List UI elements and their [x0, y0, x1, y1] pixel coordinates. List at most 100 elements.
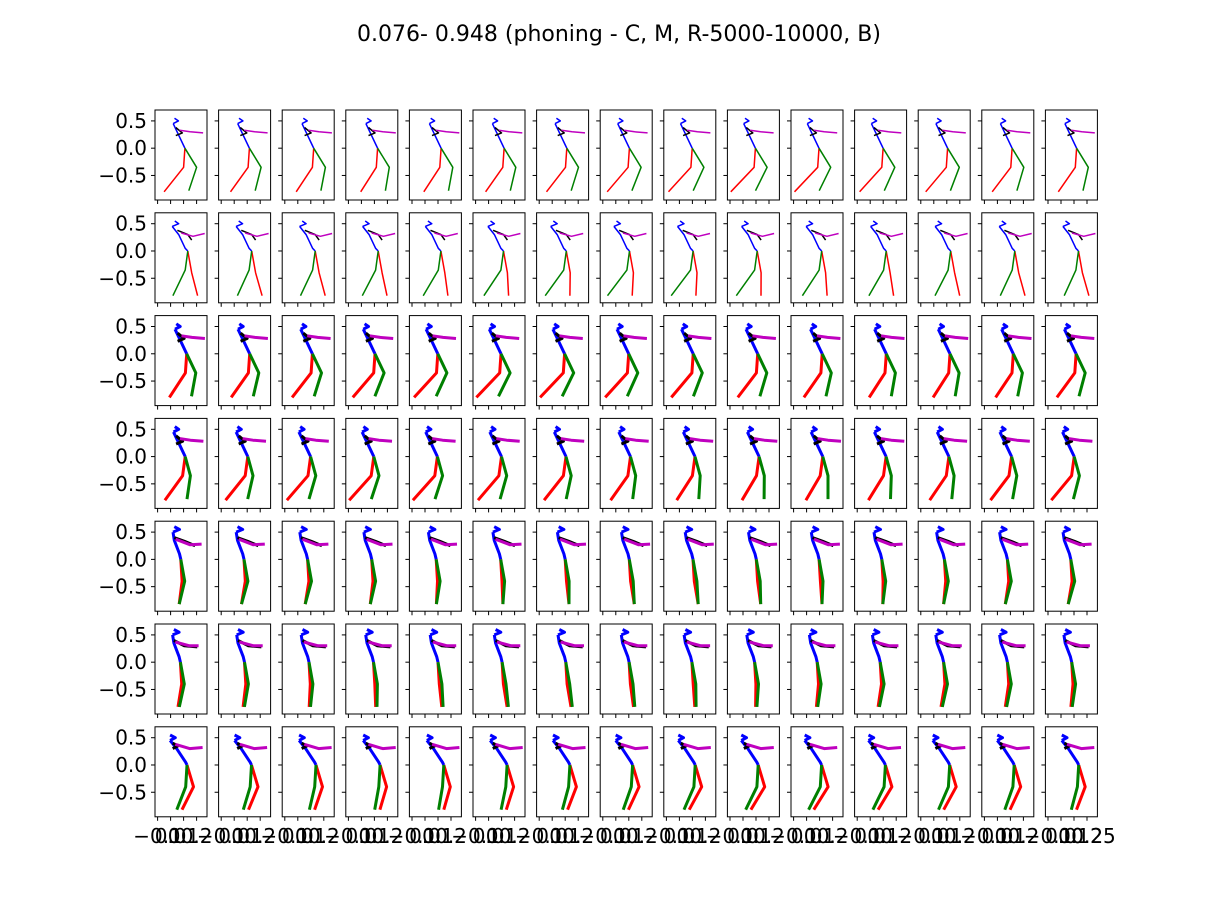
pose-torso-line [681, 431, 697, 458]
x-tick-label: −0.1 [324, 824, 373, 848]
subplot-r0-c3 [341, 109, 399, 204]
subplot-frame [663, 315, 717, 407]
pose-head-line [998, 220, 1007, 228]
pose-leg-left-line [247, 764, 260, 811]
pose-torso-line [809, 431, 825, 458]
pose-leg-right-line [884, 456, 893, 500]
pose-arm-right-line [369, 334, 394, 340]
subplot-r6-c6 [532, 726, 590, 821]
y-tick-label: −0.5 [98, 369, 147, 393]
pose-arm-right-line [1068, 437, 1093, 443]
subplot-frame [726, 109, 780, 201]
x-tick-label: 0.0 [727, 824, 759, 848]
x-tick-label: 0.1 [676, 824, 708, 848]
pose-arm-right-line [244, 129, 268, 134]
subplot-r1-c6 [532, 212, 590, 307]
subplot-r3-c2 [278, 417, 335, 513]
pose-arm-left-line [363, 434, 373, 446]
subplot-frame [345, 623, 399, 715]
pose-leg-left-line [360, 148, 379, 193]
pose-arm-right-line [624, 129, 648, 134]
pose-head-line [677, 733, 685, 742]
pose-arm-left-line [302, 331, 312, 343]
pose-arm-right-line [750, 232, 775, 238]
pose-leg-right-line [801, 250, 823, 297]
y-tick-label: −0.5 [98, 575, 147, 599]
pose-leg-left-line [812, 764, 830, 811]
pose-head-line [301, 117, 308, 125]
pose-head-line [996, 733, 1004, 742]
pose-arm-left-line [939, 331, 949, 343]
subplot-frame [854, 212, 908, 304]
pose-arm-right-line [937, 742, 966, 751]
pose-leg-right-line [691, 353, 704, 397]
subplot-frame [281, 726, 335, 818]
pose-torso-line [488, 431, 503, 458]
pose-torso-line [234, 531, 246, 560]
subplot-r2-c1 [214, 315, 272, 410]
pose-leg-right-line [999, 250, 1016, 297]
subplot-r0-c4 [405, 109, 462, 204]
pose-leg-right-line [940, 661, 949, 708]
pose-arm-left-line [491, 434, 501, 446]
pose-leg-right-line [184, 147, 198, 191]
pose-arm-left-line [554, 331, 564, 343]
subplot-r3-c0 [151, 417, 208, 513]
pose-torso-line [171, 225, 189, 252]
pose-arm-left-line [683, 331, 693, 343]
pose-arm-right-line [301, 537, 329, 547]
pose-arm-right-line [244, 232, 269, 238]
pose-torso-line [1061, 431, 1076, 458]
pose-arm-left-line [431, 126, 440, 137]
subplot-r1-c11 [850, 212, 908, 307]
pose-head-line [300, 628, 310, 637]
pose-arm-right-line [873, 742, 902, 751]
subplot-frame [472, 623, 526, 715]
pose-leg-right-line [753, 661, 760, 708]
subplot-r6-c14 [1041, 726, 1098, 821]
pose-leg-left-line [285, 456, 313, 502]
subplot-r5-c8 [659, 623, 717, 718]
pose-leg-right-line [691, 559, 700, 605]
subplot-r5-c12 [914, 623, 971, 718]
y-tick-label: −0.5 [98, 780, 147, 804]
pose-leg-left-line [163, 456, 187, 502]
pose-leg-right-line [563, 559, 571, 605]
subplot-r4-c1 [214, 520, 272, 616]
pose-torso-line [999, 123, 1013, 149]
pose-torso-line [491, 123, 505, 149]
pose-head-line [810, 525, 820, 534]
pose-arm-right-line [367, 640, 392, 648]
y-tick-label: −0.5 [98, 163, 147, 187]
pose-arm-right-line [305, 437, 329, 443]
pose-arm-right-line [689, 437, 714, 443]
pose-leg-right-line [422, 250, 442, 297]
pose-arm-left-line [175, 434, 185, 446]
pose-arm-right-line [175, 537, 202, 547]
pose-head-line [677, 220, 685, 228]
pose-leg-left-line [942, 764, 958, 811]
pose-head-line [172, 425, 181, 434]
pose-arm-left-line [809, 126, 818, 137]
subplot-r2-c3 [341, 315, 399, 410]
y-tick-label: 0.0 [115, 445, 147, 469]
subplot-r4-c2 [278, 520, 335, 616]
pose-leg-left-line [925, 148, 949, 193]
pose-arm-right-line [938, 640, 962, 648]
pose-arm-left-line [812, 434, 822, 446]
pose-arm-right-line [683, 742, 711, 751]
pose-leg-right-line [183, 456, 192, 500]
pose-head-line [425, 322, 433, 331]
subplot-r4-c6 [532, 520, 590, 616]
pose-leg-left-line [1055, 353, 1078, 399]
x-tick-label: −0.1 [769, 824, 818, 848]
pose-leg-left-line [675, 456, 697, 502]
subplot-frame [917, 726, 971, 818]
x-tick-label: 0.1 [1058, 824, 1090, 848]
pose-head-line [999, 628, 1008, 637]
x-tick-label: −0.1 [897, 824, 946, 848]
subplot-frame [345, 109, 399, 201]
pose-leg-left-line [313, 764, 324, 811]
subplot-r2-c5 [469, 315, 526, 410]
pose-leg-left-line [504, 764, 516, 811]
